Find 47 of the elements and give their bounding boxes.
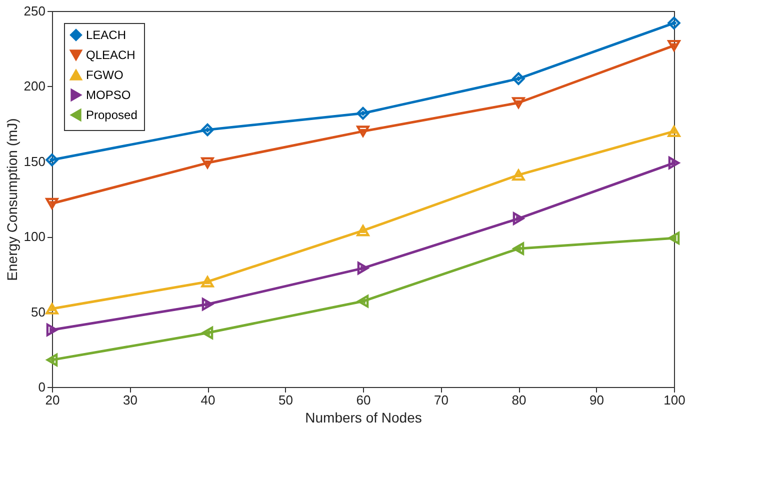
point <box>512 72 525 86</box>
legend-label: LEACH <box>86 28 126 42</box>
legend-label: FGWO <box>86 68 124 82</box>
y-tick-label: 100 <box>24 229 46 244</box>
x-tick-label: 70 <box>434 392 448 408</box>
x-tick-label: 90 <box>590 392 604 408</box>
point <box>512 242 524 255</box>
point <box>201 157 214 169</box>
point <box>356 126 370 137</box>
point <box>46 154 58 166</box>
point <box>46 354 58 366</box>
x-tick-label: 40 <box>200 392 216 408</box>
y-tick-label: 250 <box>24 4 46 18</box>
x-tick-label: 60 <box>356 392 371 408</box>
point <box>202 326 214 340</box>
y-tick-label: 200 <box>24 78 46 94</box>
point <box>201 276 214 288</box>
x-tick-label: 100 <box>664 392 686 408</box>
x-axis-title: Numbers of Nodes <box>305 410 422 426</box>
legend-label: MOPSO <box>86 88 131 102</box>
point <box>202 298 214 311</box>
point <box>46 303 58 314</box>
x-tick-label: 20 <box>45 392 60 408</box>
legend-label: QLEACH <box>86 48 136 62</box>
point <box>512 169 525 181</box>
point <box>668 16 680 30</box>
point <box>512 212 524 225</box>
x-tick-label: 30 <box>123 392 138 408</box>
point <box>201 123 214 136</box>
y-tick-label: 150 <box>24 154 46 169</box>
legend-label: Proposed <box>86 108 138 122</box>
point <box>357 262 369 275</box>
y-tick-label: 0 <box>38 380 46 394</box>
point <box>668 232 680 244</box>
point <box>46 198 58 210</box>
point <box>46 324 58 336</box>
point <box>668 156 680 170</box>
point <box>356 106 370 120</box>
point <box>357 294 369 308</box>
point <box>668 40 680 52</box>
point <box>356 224 370 236</box>
y-axis-title: Energy Consumption (mJ) <box>4 118 20 281</box>
x-tick-label: 50 <box>278 392 293 408</box>
x-tick-label: 80 <box>512 392 526 408</box>
y-tick-label: 50 <box>31 304 46 320</box>
point <box>512 97 525 108</box>
point <box>668 126 680 137</box>
